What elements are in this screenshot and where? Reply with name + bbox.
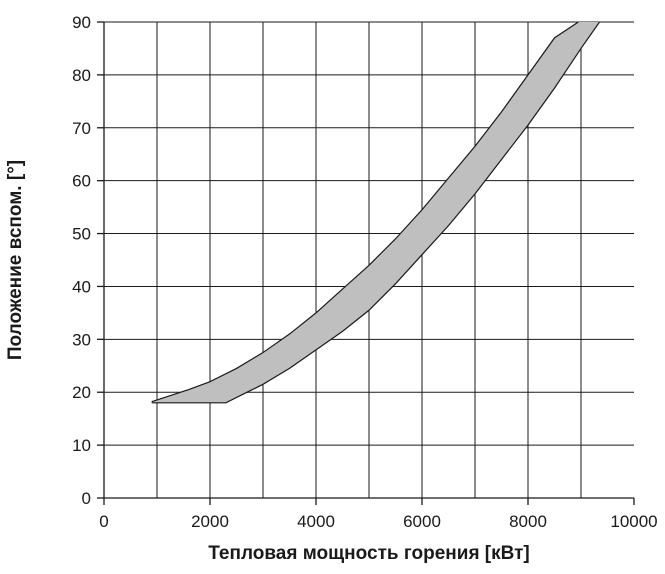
band-area bbox=[151, 21, 601, 404]
axes bbox=[97, 21, 635, 505]
y-tick-label: 20 bbox=[72, 383, 91, 402]
y-tick-label: 10 bbox=[72, 436, 91, 455]
y-tick-label: 30 bbox=[72, 330, 91, 349]
y-tick-label: 90 bbox=[72, 13, 91, 32]
y-tick-label: 40 bbox=[72, 277, 91, 296]
lower-boundary-line bbox=[151, 21, 601, 404]
x-tick-label: 4000 bbox=[297, 512, 335, 531]
x-tick-label: 0 bbox=[99, 512, 108, 531]
band-fill bbox=[151, 22, 600, 403]
y-tick-label: 60 bbox=[72, 172, 91, 191]
y-tick-label: 50 bbox=[72, 225, 91, 244]
tick-labels: 0 10 20 30 40 50 60 70 80 90 0 2000 4000 6000 8000 1000… bbox=[72, 13, 658, 531]
y-tick-label: 70 bbox=[72, 119, 91, 138]
upper-boundary-line bbox=[151, 21, 579, 403]
x-tick-label: 8000 bbox=[509, 512, 547, 531]
x-tick-label: 6000 bbox=[403, 512, 441, 531]
x-tick-label: 2000 bbox=[191, 512, 229, 531]
y-tick-label: 80 bbox=[72, 66, 91, 85]
grid bbox=[104, 21, 634, 498]
y-tick-label: 0 bbox=[82, 489, 91, 508]
x-axis-title: Тепловая мощность горения [кВт] bbox=[208, 543, 530, 564]
y-axis-title: Положение вспом. [°] bbox=[5, 160, 26, 360]
x-tick-label: 10000 bbox=[610, 512, 657, 531]
